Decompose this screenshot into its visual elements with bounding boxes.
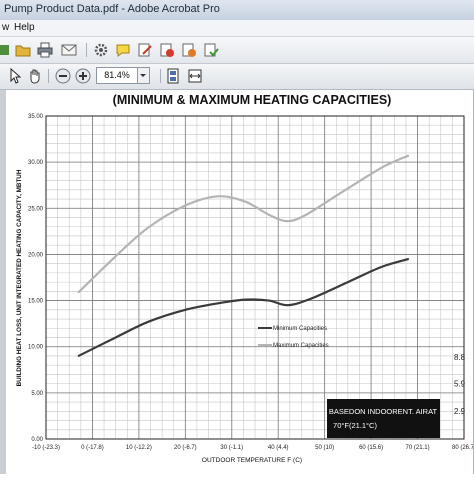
comment-icon[interactable] [114,41,132,59]
y-tick-label: 0.00 [31,437,43,443]
x-tick-label: 0 (-17.8) [81,445,104,451]
data-point-maximum [114,255,117,258]
toolbar-separator [86,43,87,57]
x-tick-label: 80 (26.7) [452,445,474,451]
page-shadow [0,90,6,474]
menu-item-help[interactable]: Help [14,22,35,33]
zoom-level-value: 81.4% [104,70,130,80]
main-toolbar [0,37,474,64]
y-axis-label: BUILDING HEAT LOSS, UNIT INTEGRATED HEAT… [16,169,23,386]
data-point-maximum [286,220,289,223]
select-cursor-icon[interactable] [6,67,24,85]
plot-frame [45,115,465,440]
annotation-background [327,399,440,438]
secure-icon[interactable] [158,41,176,59]
data-point-minimum [77,355,80,357]
data-point-minimum [346,281,349,284]
data-point-minimum [216,302,219,305]
legend-label-maximum: Maximum Capacities [273,343,329,349]
y-tick-label: 30.00 [28,160,44,166]
data-point-minimum [407,258,410,260]
sign-icon[interactable] [136,41,154,59]
data-point-minimum [184,308,187,311]
menu-item-view[interactable]: w [2,22,10,33]
data-point-maximum [407,154,410,157]
right-axis-tick-label: 8.8 [454,353,466,362]
legend-label-minimum: Minimum Capacities [273,326,327,332]
x-axis-label: OUTDOOR TEMPERATURE F (C) [202,457,302,464]
data-point-maximum [216,195,219,198]
view-toolbar [0,64,474,90]
chevron-down-icon [140,74,146,77]
x-tick-label: -10 (-23.3) [32,445,60,451]
title-bar: Pump Product Data.pdf - Adobe Acrobat Pr… [0,0,474,21]
x-tick-label: 30 (-1.1) [220,445,243,451]
data-point-maximum [305,213,307,216]
print-icon[interactable] [36,41,54,59]
data-point-minimum [114,336,117,339]
data-point-maximum [333,196,335,199]
menu-bar: w Help [0,20,474,37]
x-tick-label: 20 (-6.7) [174,445,197,451]
y-tick-label: 35.00 [28,114,44,120]
y-tick-label: 20.00 [28,252,44,258]
gear-icon[interactable] [92,41,110,59]
y-tick-label: 10.00 [28,345,44,351]
annotation-box: BASEDON INDOORENT. AIRAT 70°F(21.1°C) [327,399,440,438]
hand-tool-icon[interactable] [26,67,44,85]
heating-capacity-chart: 0.00 5.00 10.00 15.00 20.00 25.00 30.00 35.00 -1… [16,93,474,464]
data-point-minimum [379,266,382,269]
x-tick-label: 70 (21.1) [406,445,430,451]
y-tick-label: 15.00 [28,299,44,305]
fit-width-icon[interactable] [186,67,204,85]
annotation-line-1: BASEDON INDOORENT. AIRAT [329,407,438,416]
toolbar-separator [48,69,49,83]
data-point-maximum [244,200,247,203]
chart-title: (MINIMUM & MAXIMUM HEATING CAPACITIES) [113,93,392,107]
legend: Minimum Capacities Maximum Capacities [258,326,329,349]
annotation-line-2: 70°F(21.1°C) [333,421,377,430]
x-tick-label: 10 (-12.2) [126,445,152,451]
zoom-in-icon[interactable] [74,67,92,85]
series-line-minimum-capacities [78,257,409,357]
data-point-maximum [384,164,386,167]
data-point-minimum [309,297,312,300]
data-point-maximum [77,291,80,294]
data-point-maximum [184,204,187,207]
window-title: Pump Product Data.pdf - Adobe Acrobat Pr… [4,3,220,15]
open-icon[interactable] [14,41,32,59]
y-tick-label: 25.00 [28,206,44,212]
y-tick-label: 5.00 [31,391,43,397]
zoom-out-icon[interactable] [54,67,72,85]
x-tick-label: 60 (15.6) [359,445,383,451]
fit-page-icon[interactable] [164,67,182,85]
x-tick-label: 50 (10) [315,445,334,451]
x-tick-label: 40 (4.4) [268,445,289,451]
approve-icon[interactable] [202,41,220,59]
data-point-minimum [268,299,270,302]
zoom-level-input[interactable]: 81.4% [96,67,138,84]
data-point-minimum [286,304,289,307]
data-point-maximum [268,213,270,216]
right-axis-tick-label: 2.9 [454,407,466,416]
document-view[interactable]: 0.00 5.00 10.00 15.00 20.00 25.00 30.00 35.00 -1… [0,90,474,474]
toolbar-separator [160,69,161,83]
zoom-dropdown[interactable] [138,67,150,84]
create-icon[interactable] [0,41,12,59]
email-icon[interactable] [60,41,78,59]
data-point-minimum [244,298,247,301]
data-point-minimum [147,320,150,323]
data-point-maximum [147,226,150,229]
right-axis-tick-label: 5.9 [454,380,466,389]
data-point-maximum [360,178,363,181]
review-icon[interactable] [180,41,198,59]
